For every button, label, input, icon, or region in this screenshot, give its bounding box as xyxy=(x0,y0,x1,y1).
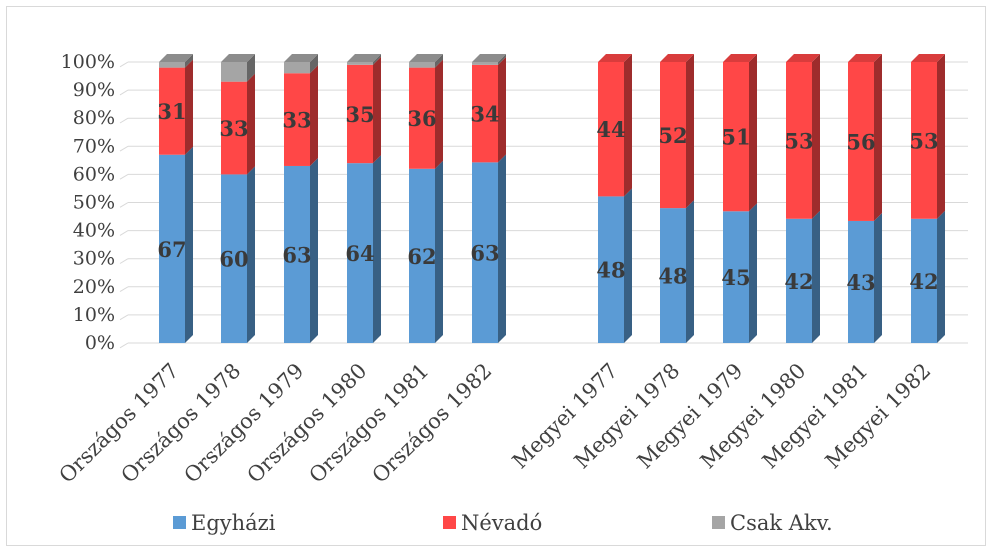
bar-segment-csak-akv- xyxy=(409,54,443,68)
bar-segment-n-vad- xyxy=(786,54,820,219)
gridline-depth xyxy=(119,314,129,321)
bar-segment-n-vad- xyxy=(159,59,193,155)
x-category-label: Megyei 1977 xyxy=(508,359,623,474)
bar-segment-n-vad- xyxy=(660,54,694,209)
bar-segment-egyh-zi xyxy=(472,154,506,343)
y-tick-label: 0% xyxy=(85,332,115,354)
bar-segment-csak-akv- xyxy=(284,54,318,74)
gridline-depth xyxy=(119,286,129,293)
bar-segment-csak-akv- xyxy=(159,54,193,68)
y-tick-label: 10% xyxy=(73,304,115,326)
data-label: 64 xyxy=(345,241,374,266)
legend-label: Egyházi xyxy=(191,511,276,535)
y-tick-label: 40% xyxy=(73,220,115,242)
y-tick-label: 20% xyxy=(73,276,115,298)
data-label: 56 xyxy=(846,129,875,154)
bar-segment-egyh-zi xyxy=(911,210,945,343)
data-label: 53 xyxy=(784,128,813,153)
data-label: 43 xyxy=(846,270,875,295)
data-label: 60 xyxy=(219,247,248,272)
data-label: 53 xyxy=(909,128,938,153)
gridline-depth xyxy=(119,342,129,349)
bar-segment-egyh-zi xyxy=(409,160,443,343)
data-label: 51 xyxy=(721,125,750,150)
bar-segment-n-vad- xyxy=(598,54,632,197)
y-tick-label: 90% xyxy=(73,79,115,101)
bar-segment-egyh-zi xyxy=(786,210,820,343)
legend-label: Névadó xyxy=(461,511,542,535)
data-label: 33 xyxy=(219,116,248,141)
gridline-depth xyxy=(119,117,129,124)
legend-swatch xyxy=(173,516,186,529)
bar-segment-egyh-zi xyxy=(159,146,193,343)
bar-segment-n-vad- xyxy=(472,56,506,163)
gridline-depth xyxy=(119,173,129,180)
gridline-depth xyxy=(119,230,129,236)
data-labels: 67 31 60 33 63 33 64 35 62 36 63 34 48 44 48 52 45 51 42 53… xyxy=(157,99,938,295)
y-tick-label: 100% xyxy=(61,51,115,73)
bar-segment-egyh-zi xyxy=(598,188,632,343)
bar-segment-egyh-zi xyxy=(723,203,757,343)
x-category-label: Megyei 1981 xyxy=(758,359,873,474)
gridline-depth xyxy=(119,258,129,264)
gridline-depth xyxy=(119,61,129,68)
bar-segment-csak-akv- xyxy=(347,54,381,65)
bar-segment-n-vad- xyxy=(221,73,255,175)
bar-segment-egyh-zi xyxy=(284,157,318,343)
y-tick-label: 80% xyxy=(73,107,115,129)
data-label: 31 xyxy=(157,99,186,124)
bar-segment-n-vad- xyxy=(409,59,443,169)
data-label: 34 xyxy=(470,102,499,127)
legend-swatch xyxy=(712,516,725,529)
bar-segment-egyh-zi xyxy=(848,212,882,343)
gridline-depth xyxy=(119,202,129,208)
y-tick-label: 60% xyxy=(73,163,115,185)
data-label: 36 xyxy=(407,106,436,131)
gridlines xyxy=(119,61,968,349)
data-label: 35 xyxy=(345,102,374,127)
x-category-label: Országos 1982 xyxy=(367,359,496,488)
data-label: 42 xyxy=(909,269,938,294)
gridline-depth xyxy=(119,89,129,96)
data-label: 63 xyxy=(282,242,311,267)
bar-segment-n-vad- xyxy=(347,56,381,164)
data-label: 52 xyxy=(658,123,687,148)
legend: Egyházi Névadó Csak Akv. xyxy=(173,511,833,535)
bar-segment-n-vad- xyxy=(911,54,945,219)
bar-segment-n-vad- xyxy=(723,54,757,212)
data-label: 48 xyxy=(658,264,687,289)
y-tick-label: 70% xyxy=(73,135,115,157)
y-tick-label: 30% xyxy=(73,248,115,270)
bar-segment-csak-akv- xyxy=(221,54,255,82)
legend-item: Névadó xyxy=(443,511,542,535)
data-label: 33 xyxy=(282,108,311,133)
y-tick-label: 50% xyxy=(73,192,115,214)
data-label: 67 xyxy=(157,237,186,262)
data-label: 45 xyxy=(721,265,750,290)
gridline-depth xyxy=(119,145,129,152)
legend-item: Egyházi xyxy=(173,511,276,535)
data-label: 62 xyxy=(407,244,436,269)
bar-segment-n-vad- xyxy=(284,65,318,166)
bar-segment-n-vad- xyxy=(848,54,882,221)
legend-swatch xyxy=(443,516,456,529)
bars xyxy=(159,54,945,343)
data-label: 44 xyxy=(596,117,625,142)
data-label: 42 xyxy=(784,269,813,294)
y-axis-ticks: 0% 10% 20% 30% 40% 50% 60% 70% 80% 90% 100% xyxy=(61,51,115,354)
data-label: 63 xyxy=(470,241,499,266)
bar-segment-egyh-zi xyxy=(347,155,381,343)
legend-item: Csak Akv. xyxy=(712,511,833,535)
bar-segment-egyh-zi xyxy=(660,200,694,343)
bar-segment-egyh-zi xyxy=(221,166,255,343)
bar-segment-csak-akv- xyxy=(472,54,506,65)
x-category-label: Megyei 1978 xyxy=(570,359,685,474)
legend-label: Csak Akv. xyxy=(730,511,833,535)
data-label: 48 xyxy=(596,258,625,283)
